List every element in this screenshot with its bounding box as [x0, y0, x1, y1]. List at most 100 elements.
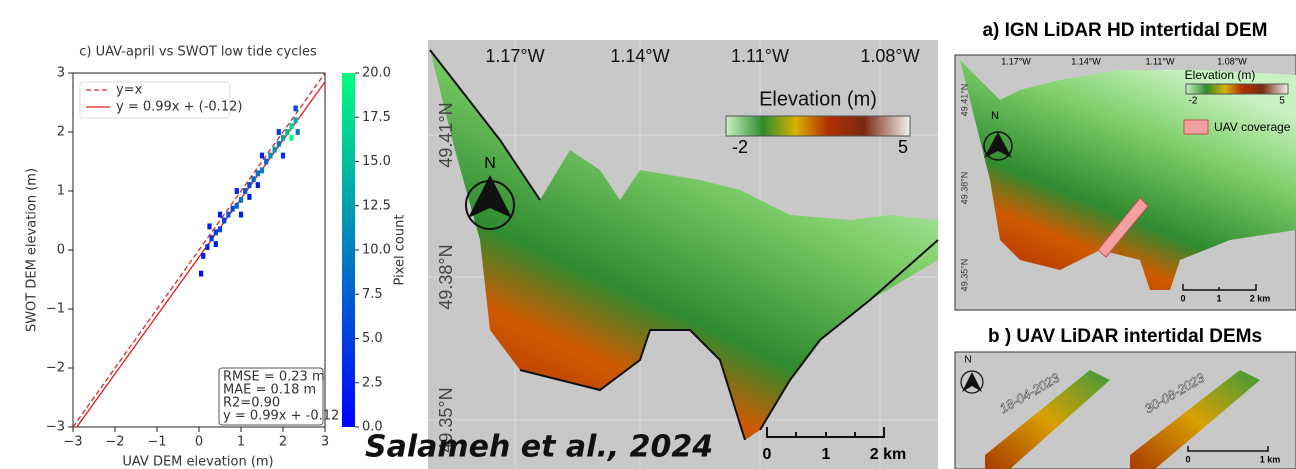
density-cell	[210, 235, 214, 241]
density-cell	[201, 253, 205, 259]
x-tick-label: −2	[105, 435, 124, 450]
density-cell	[218, 212, 222, 218]
y-axis-label: SWOT DEM elevation (m)	[25, 168, 40, 332]
lon-label: 1.11°W	[1146, 56, 1175, 66]
legend-min: -2	[732, 137, 748, 157]
density-cell	[214, 241, 218, 247]
uav-legend-swatch	[1184, 120, 1208, 134]
scale-label: 2 km	[1250, 293, 1271, 303]
density-cell	[285, 129, 289, 135]
colorbar	[342, 73, 355, 427]
y-tick-label: −2	[46, 361, 65, 376]
panel-title: a) IGN LiDAR HD intertidal DEM	[982, 20, 1267, 41]
density-cell	[294, 117, 298, 123]
density-cell	[199, 271, 203, 277]
y-tick-label: 3	[57, 66, 65, 81]
scale-label: 2 km	[870, 446, 906, 463]
colorbar-tick-label: 2.5	[362, 375, 383, 390]
x-axis-label: UAV DEM elevation (m)	[122, 455, 273, 469]
map-a: a) IGN LiDAR HD intertidal DEM 1.17°W 1.…	[955, 20, 1296, 310]
y-tick-label: 2	[57, 125, 65, 140]
density-cell	[214, 229, 218, 235]
density-cell	[260, 153, 264, 159]
credit: Salameh et al., 2024	[365, 430, 713, 465]
density-cell	[239, 212, 243, 218]
stats-line: y = 0.99x + -0.12	[223, 409, 339, 424]
colorbar-tick-label: 5.0	[362, 331, 383, 346]
chart-title: c) UAV-april vs SWOT low tide cycles	[79, 45, 317, 60]
elevation-bar	[1186, 84, 1288, 94]
y-tick-label: −1	[46, 302, 65, 317]
x-tick-label: 1	[237, 435, 245, 450]
elevation-bar	[726, 116, 910, 136]
legend-max: 5	[898, 137, 908, 157]
density-cell	[239, 197, 243, 203]
x-tick-label: 0	[195, 435, 203, 450]
density-cell	[289, 123, 293, 129]
colorbar-tick-label: 12.5	[362, 198, 391, 213]
density-cell	[205, 244, 209, 250]
scale-label: 1	[822, 446, 831, 463]
north-label: N	[964, 355, 971, 366]
scale-label: 1	[1216, 293, 1221, 303]
colorbar-tick-label: 20.0	[362, 66, 391, 81]
density-cell	[281, 135, 285, 141]
density-cell	[273, 147, 277, 153]
scale-label: 0	[1185, 454, 1190, 464]
y-tick-label: 0	[57, 243, 65, 258]
density-cell	[226, 212, 230, 218]
density-cell	[281, 153, 285, 159]
figure: c) UAV-april vs SWOT low tide cycles UAV…	[0, 0, 1296, 469]
page: c) UAV-april vs SWOT low tide cycles UAV…	[0, 0, 1296, 469]
map-b: b ) UAV LiDAR intertidal DEMs 18-04-2023…	[955, 326, 1296, 469]
density-cell	[222, 218, 226, 224]
colorbar-tick-label: 15.0	[362, 154, 391, 169]
scale-label: 0	[763, 446, 772, 463]
density-cell	[264, 159, 268, 165]
lon-label: 1.14°W	[610, 46, 669, 66]
density-cell	[277, 129, 281, 135]
scale-label: 1 km	[1260, 454, 1281, 464]
density-cell	[256, 170, 260, 176]
density-cell	[268, 153, 272, 159]
legend-label: y=x	[116, 83, 143, 98]
legend-label: y = 0.99x + (-0.12)	[116, 100, 242, 115]
y-tick-label: 1	[57, 184, 65, 199]
lon-label: 1.08°W	[860, 46, 919, 66]
density-cell	[231, 206, 235, 212]
legend-min: -2	[1189, 96, 1198, 107]
density-cell	[247, 182, 251, 188]
main-map: 1.17°W 1.14°W 1.11°W 1.08°W 49.41°N 49.3…	[428, 40, 938, 469]
density-cell	[235, 203, 239, 209]
north-label: N	[484, 155, 496, 172]
lon-label: 1.08°W	[1217, 56, 1247, 66]
lon-label: 1.17°W	[1001, 56, 1031, 66]
colorbar-tick-label: 7.5	[362, 287, 383, 302]
density-cell	[235, 188, 239, 194]
lat-label: 49.41°N	[959, 84, 969, 117]
x-tick-label: −3	[63, 435, 82, 450]
colorbar-tick-label: 10.0	[362, 243, 391, 258]
density-cell	[277, 141, 281, 147]
density-cell	[247, 194, 251, 200]
lon-label: 1.17°W	[485, 46, 544, 66]
density-cell	[243, 188, 247, 194]
colorbar-tick-label: 17.5	[362, 110, 391, 125]
density-cell	[294, 105, 298, 111]
y-tick-label: −3	[46, 420, 65, 435]
north-label: N	[991, 110, 999, 122]
panel-title: b ) UAV LiDAR intertidal DEMs	[988, 326, 1262, 347]
lat-label: 49.38°N	[436, 244, 456, 309]
legend-title: Elevation (m)	[759, 88, 877, 110]
density-cell	[207, 223, 211, 229]
lon-label: 1.11°W	[731, 46, 789, 66]
density-cell	[252, 176, 256, 182]
density-cell	[296, 129, 300, 135]
scatter-panel: c) UAV-april vs SWOT low tide cycles UAV…	[25, 45, 408, 469]
scale-label: 0	[1180, 293, 1185, 303]
density-cell	[218, 226, 222, 232]
density-cell	[256, 182, 260, 188]
uav-legend-label: UAV coverage	[1214, 120, 1291, 134]
density-cell	[260, 167, 264, 173]
lat-label: 49.35°N	[959, 259, 969, 292]
